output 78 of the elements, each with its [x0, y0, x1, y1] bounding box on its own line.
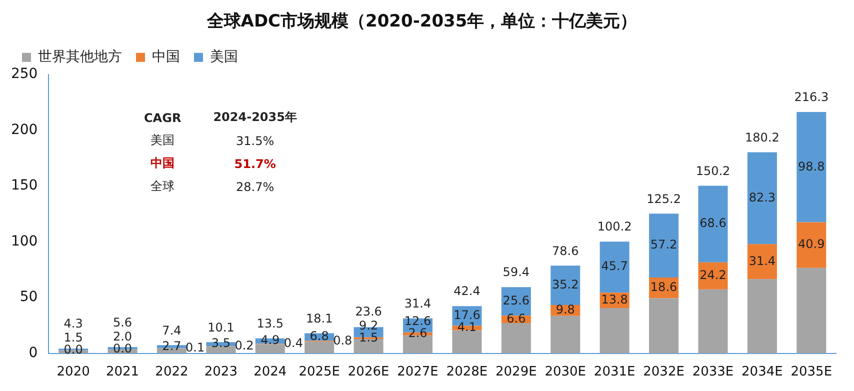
y-tick-label: 100	[10, 233, 38, 250]
data-label: 25.6	[502, 294, 530, 308]
data-label: 0.0	[64, 342, 83, 356]
y-tick-label: 50	[20, 289, 38, 306]
y-tick-label: 150	[10, 178, 38, 194]
total-label: 13.5	[256, 316, 284, 330]
annotation: 31.5%	[235, 132, 276, 150]
total-label: 10.1	[208, 320, 234, 334]
x-tick-label: 2025E	[298, 364, 340, 380]
data-label: 1.5	[64, 330, 83, 344]
annotation: 2024-2035年	[212, 109, 298, 126]
total-label: 7.4	[162, 323, 182, 338]
x-tick-label: 2026E	[348, 364, 390, 380]
x-tick-label: 2035E	[790, 364, 832, 380]
y-tick-label: 0	[28, 345, 38, 362]
total-label: 18.1	[306, 311, 333, 326]
total-label: 100.2	[597, 220, 632, 234]
data-label: 24.2	[700, 268, 726, 282]
total-label: 31.4	[404, 296, 432, 310]
data-label: 2.6	[408, 326, 428, 340]
data-label: 13.8	[601, 292, 628, 306]
data-label: 0.0	[112, 342, 132, 356]
data-label: 68.6	[700, 216, 726, 230]
data-label: 0.8	[333, 333, 352, 348]
total-label: 5.6	[112, 316, 132, 330]
total-label: 59.4	[502, 265, 530, 280]
total-label: 216.3	[794, 90, 829, 104]
data-label: 40.9	[798, 237, 825, 252]
total-label: 150.2	[696, 164, 730, 178]
data-label: 0.1	[185, 340, 205, 354]
data-label: 57.2	[650, 238, 678, 252]
annotation: 51.7%	[233, 156, 277, 172]
data-label: 31.4	[748, 254, 776, 268]
data-label: 98.8	[798, 159, 825, 174]
data-label: 6.6	[506, 311, 526, 326]
x-tick-label: 2027E	[397, 364, 438, 380]
data-label: 45.7	[601, 259, 628, 274]
annotation: 全球	[150, 178, 176, 195]
legend-label: 世界其他地方	[38, 49, 122, 66]
data-label: 9.8	[556, 302, 575, 317]
x-tick-label: 2034E	[742, 364, 783, 380]
data-label: 82.3	[748, 190, 776, 204]
legend-label: 中国	[152, 49, 180, 66]
x-tick-label: 2028E	[446, 364, 488, 380]
data-label: 17.6	[454, 308, 480, 322]
x-tick-label: 2021	[106, 364, 140, 380]
x-tick-label: 2022	[155, 364, 188, 380]
x-tick-label: 2020	[56, 364, 90, 380]
total-label: 23.6	[355, 304, 382, 318]
x-tick-label: 2032E	[643, 364, 684, 380]
x-tick-label: 2023	[204, 364, 238, 380]
y-tick-label: 200	[10, 122, 38, 138]
data-label: 2.7	[162, 338, 182, 353]
data-label: 12.6	[404, 314, 432, 328]
x-tick-label: 2029E	[496, 364, 537, 380]
total-label: 4.3	[64, 316, 83, 330]
data-label: 18.6	[650, 280, 678, 294]
annotation: 中国	[150, 155, 176, 172]
annotation: CAGR	[143, 110, 182, 126]
data-label: 2.0	[112, 330, 132, 344]
total-label: 78.6	[552, 244, 579, 258]
data-label: 6.8	[310, 329, 329, 344]
data-label: 35.2	[552, 277, 579, 292]
annotation: 美国	[150, 132, 176, 149]
legend-label: 美国	[210, 49, 238, 66]
annotation: 28.7%	[235, 178, 276, 196]
chart-title: 全球ADC市场规模（2020-2035年，单位：十亿美元）	[206, 12, 638, 32]
data-label: 0.2	[234, 338, 254, 352]
x-tick-label: 2031E	[594, 364, 636, 380]
x-tick-label: 2030E	[544, 364, 586, 380]
total-label: 180.2	[745, 130, 780, 144]
x-tick-label: 2024	[254, 364, 287, 380]
data-label: 1.5	[359, 330, 378, 344]
total-label: 42.4	[454, 284, 480, 298]
total-label: 125.2	[646, 192, 681, 206]
y-tick-label: 250	[10, 66, 38, 82]
data-label: 0.4	[284, 336, 303, 350]
x-tick-label: 2033E	[692, 364, 734, 380]
